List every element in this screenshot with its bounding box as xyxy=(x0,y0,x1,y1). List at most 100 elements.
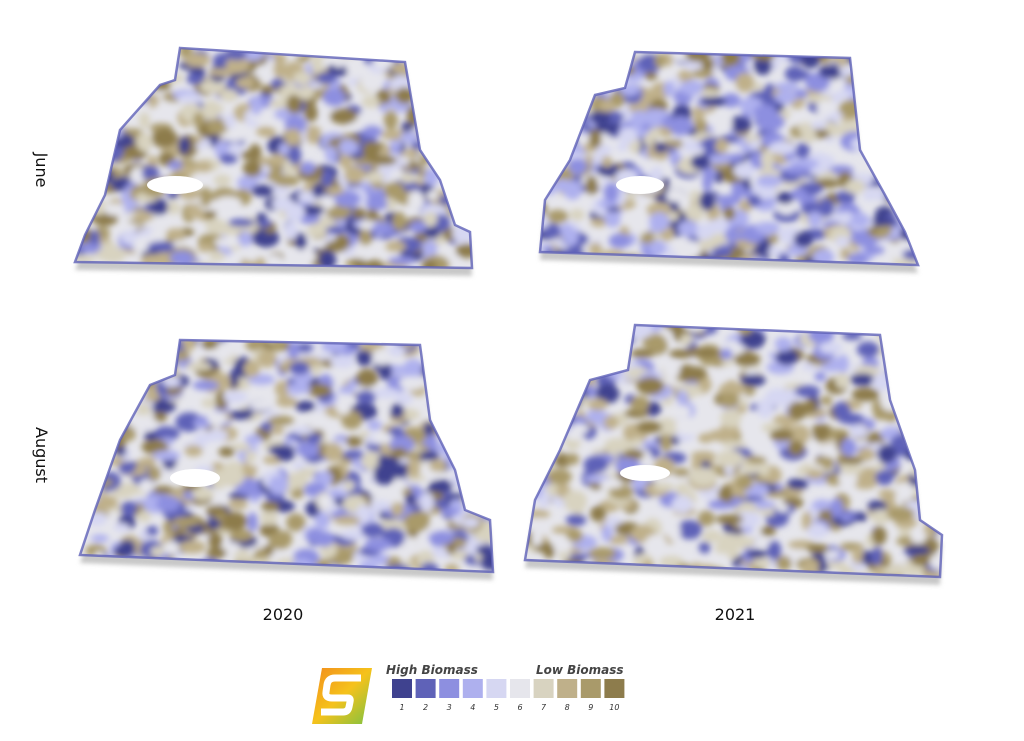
map-blob xyxy=(100,246,126,264)
map-blob xyxy=(583,77,603,88)
map-blob xyxy=(690,154,711,171)
map-blob xyxy=(903,144,918,156)
map-blob xyxy=(596,163,620,177)
map-blob xyxy=(456,447,470,467)
map-blob xyxy=(881,82,902,92)
map-blob xyxy=(589,129,602,149)
map-blob xyxy=(694,119,708,133)
map-blob xyxy=(221,511,248,531)
map-blob xyxy=(199,80,226,94)
map-blob xyxy=(405,492,416,506)
map-blob xyxy=(106,66,130,83)
map-blob xyxy=(586,408,606,424)
map-blob xyxy=(333,57,345,68)
map-blob xyxy=(525,345,533,361)
legend-swatch xyxy=(415,679,436,698)
map-blob xyxy=(113,85,124,98)
map-blob xyxy=(208,531,223,550)
map-blob xyxy=(307,411,330,430)
map-blob xyxy=(550,123,576,141)
map-blob xyxy=(911,416,926,435)
map-blob xyxy=(465,407,480,422)
map-blob xyxy=(184,52,211,68)
map-blob xyxy=(84,369,103,389)
map-blob xyxy=(230,443,251,452)
map-blob xyxy=(927,438,939,456)
map-blob xyxy=(921,478,942,492)
map-blob xyxy=(570,342,588,354)
map-blob xyxy=(453,340,479,354)
map-blob xyxy=(920,496,942,510)
map-blob xyxy=(599,478,623,489)
legend-swatch xyxy=(392,679,412,698)
map-blob xyxy=(286,383,310,394)
map-blob xyxy=(96,48,121,61)
map-blob xyxy=(76,162,90,180)
map-blob xyxy=(458,116,472,128)
map-blob xyxy=(693,347,720,358)
map-blob xyxy=(243,249,260,262)
map-blob xyxy=(886,365,900,383)
map-blob xyxy=(609,56,626,69)
map-blob xyxy=(127,92,141,102)
map-blob xyxy=(808,325,835,344)
map-blob xyxy=(110,62,133,78)
map-blob xyxy=(395,48,412,60)
map-blob xyxy=(871,509,891,525)
map-blob xyxy=(407,458,421,479)
map-blob xyxy=(570,52,582,65)
map-blob xyxy=(590,362,609,371)
map-blob xyxy=(860,467,878,484)
map-blob xyxy=(476,452,493,470)
map-blob xyxy=(426,190,439,201)
map-blob xyxy=(392,211,407,231)
map-blob xyxy=(97,60,120,79)
map-blob xyxy=(407,190,425,211)
map-blob xyxy=(430,366,449,382)
map-blob xyxy=(551,373,576,392)
map-blob xyxy=(450,195,472,214)
map-blob xyxy=(540,153,562,173)
map-blob xyxy=(466,175,472,196)
map-blob xyxy=(395,393,413,405)
map-blob xyxy=(274,380,291,398)
map-blob xyxy=(896,160,908,176)
map-blob xyxy=(440,48,466,65)
map-blob xyxy=(76,139,102,156)
map-blob xyxy=(469,345,492,361)
map-blob xyxy=(565,55,589,65)
map-blob xyxy=(112,85,134,101)
map-blob xyxy=(776,191,795,205)
map-blob xyxy=(423,226,441,239)
map-blob xyxy=(916,394,934,405)
map-blob xyxy=(151,128,178,148)
map-blob xyxy=(116,355,143,365)
map-blob xyxy=(250,96,263,116)
map-blob xyxy=(110,89,131,108)
map-blob xyxy=(167,160,183,170)
map-blob xyxy=(451,143,472,156)
map-blob xyxy=(292,426,314,435)
map-blob xyxy=(334,48,361,57)
map-blob xyxy=(892,131,916,150)
map-blob xyxy=(390,403,404,419)
map-blob xyxy=(306,433,323,445)
map-blob xyxy=(893,442,906,457)
map-blob xyxy=(344,165,365,184)
map-blob xyxy=(101,388,116,408)
map-blob xyxy=(721,440,747,449)
legend-class-label: 7 xyxy=(541,703,547,712)
map-blob xyxy=(219,153,238,164)
map-blob xyxy=(439,144,451,156)
map-blob xyxy=(452,119,472,131)
map-blob xyxy=(599,52,613,59)
map-blob xyxy=(442,160,466,177)
map-blob xyxy=(911,417,923,429)
map-blob xyxy=(606,338,632,348)
map-blob xyxy=(441,507,459,517)
map-blob xyxy=(540,161,555,171)
map-blob xyxy=(113,523,130,532)
legend-swatch xyxy=(580,679,601,698)
map-blob xyxy=(424,340,441,358)
map-blob xyxy=(345,56,356,75)
